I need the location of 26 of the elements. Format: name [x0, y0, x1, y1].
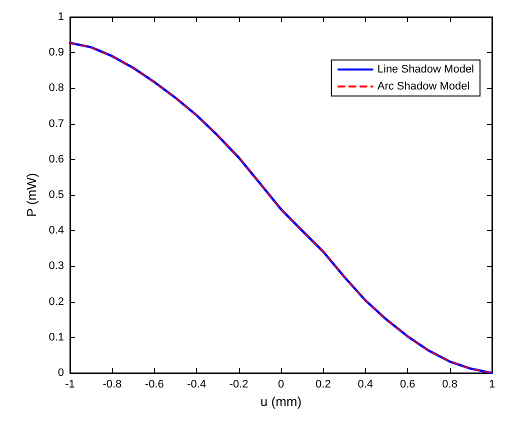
y-tick-label: 0.2 [48, 296, 64, 308]
legend-label: Arc Shadow Model [377, 80, 470, 92]
x-tick-label: -0.4 [187, 378, 206, 390]
x-axis-title: u (mm) [260, 394, 302, 409]
y-tick-label: 0.5 [48, 189, 64, 201]
x-tick-label: 0.4 [358, 378, 374, 390]
x-tick-label: 0.6 [400, 378, 416, 390]
x-tick-label: -0.8 [102, 378, 122, 390]
y-tick-label: 0 [58, 367, 64, 379]
y-axis-title: P (mW) [24, 173, 39, 217]
x-tick-label: -0.2 [229, 378, 248, 390]
legend-label: Line Shadow Model [377, 64, 474, 76]
x-tick-label: 0.2 [316, 378, 331, 390]
y-tick-label: 0.7 [48, 118, 64, 130]
y-tick-label: 1 [58, 11, 64, 23]
y-tick-label: 0.6 [48, 153, 64, 166]
x-tick-label: 0.8 [442, 378, 458, 390]
y-tick-label: 0.4 [48, 224, 64, 237]
x-tick-label: 1 [488, 378, 496, 390]
y-tick-label: 0.1 [48, 331, 64, 344]
y-tick-label: 0.3 [48, 260, 64, 272]
x-tick-label: 0 [278, 378, 284, 390]
y-tick-label: 0.8 [48, 82, 64, 94]
x-tick-label: -0.6 [144, 378, 164, 390]
y-tick-label: 0.9 [48, 46, 64, 59]
x-tick-label: -1 [65, 378, 75, 390]
